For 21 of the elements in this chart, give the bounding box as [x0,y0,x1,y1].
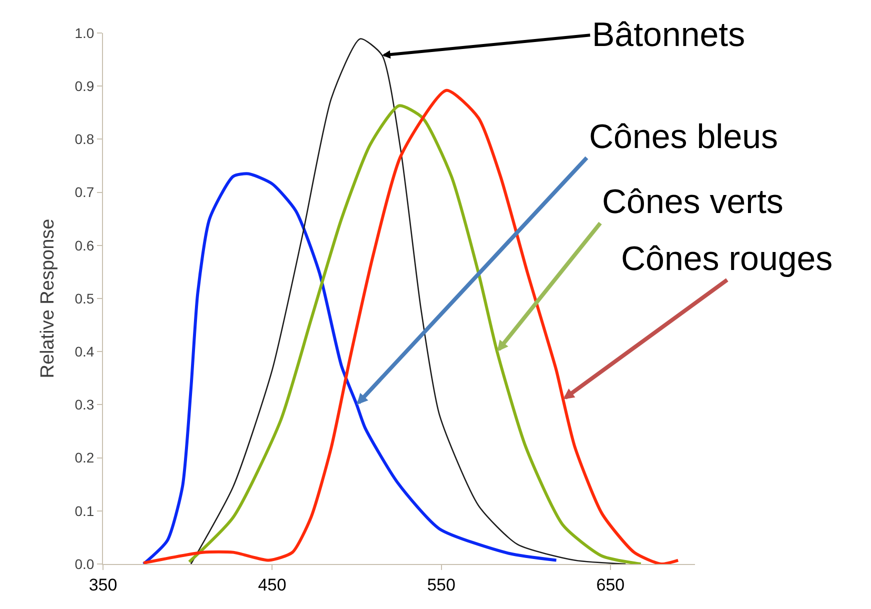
x-tick-label: 550 [427,575,456,594]
y-tick-label: 0.3 [74,396,94,413]
annotation: Bâtonnets [592,16,746,54]
y-tick-label: 0.7 [74,184,94,200]
y-tick-label: 0.8 [74,131,94,148]
y-axis-title: Relative Response [38,218,59,378]
y-tick-label: 0.9 [74,78,94,94]
annotation: Cônes rouges [621,240,833,278]
y-tick-label: 1.0 [74,24,94,41]
x-tick-label: 450 [258,575,286,594]
y-tick-label: 0.2 [74,450,94,466]
y-tick-label: 0.6 [74,237,94,254]
y-tick-label: 0.5 [74,290,94,306]
y-tick-label: 0.4 [74,344,94,360]
line-series [142,172,558,564]
annotation: Cônes bleus [589,118,778,156]
x-tick-label: 350 [88,575,118,594]
y-tick-label: 0.1 [74,502,94,519]
annotation: Cônes verts [602,183,784,221]
y-tick-label: 0.0 [74,556,94,572]
x-tick-label: 650 [596,575,625,594]
